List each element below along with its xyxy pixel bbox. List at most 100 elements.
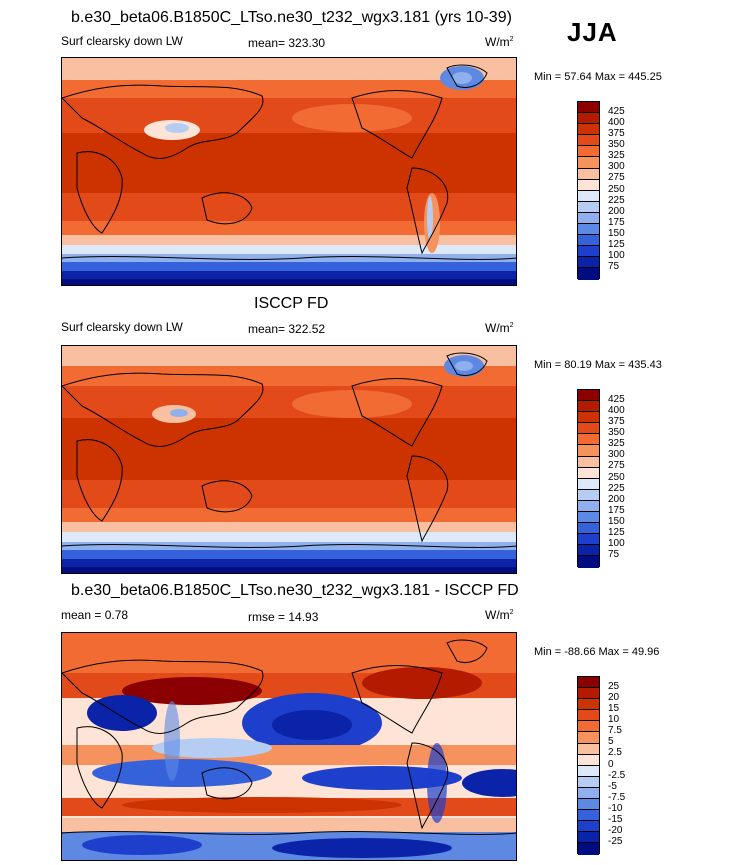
panel3-colorbar [577,676,600,855]
colorbar-box [578,512,599,524]
panel1-map [61,57,517,286]
colorbar-tick: 25 [608,681,620,692]
colorbar-box [578,235,599,247]
colorbar-tick: 100 [608,538,625,549]
colorbar-box [578,677,599,689]
panel1-variable-label: Surf clearsky down LW [61,34,183,48]
colorbar-tick: 15 [608,703,620,714]
colorbar-tick: -10 [608,803,623,814]
colorbar-box [578,113,599,125]
colorbar-box [578,832,599,844]
colorbar-box [578,821,599,833]
colorbar-tick: 400 [608,117,625,128]
colorbar-box [578,699,599,711]
colorbar-box [578,146,599,158]
colorbar-box [578,102,599,114]
panel3-minmax: Min = -88.66 Max = 49.96 [534,646,660,658]
colorbar-tick: -5 [608,781,617,792]
panel1-mean-label: mean= 323.30 [248,36,326,50]
colorbar-tick: -15 [608,814,623,825]
colorbar-tick: 10 [608,714,620,725]
colorbar-box [578,534,599,546]
colorbar-box [578,810,599,822]
panel2-mean-label: mean= 322.52 [248,322,326,336]
colorbar-box [578,765,599,777]
colorbar-tick: 75 [608,261,620,272]
panel3-title: b.e30_beta06.B1850C_LTso.ne30_t232_wgx3.… [71,582,519,599]
colorbar-tick: 125 [608,239,625,250]
colorbar-box [578,743,599,755]
panel1-minmax: Min = 57.64 Max = 445.25 [534,71,662,83]
colorbar-tick: 425 [608,394,625,405]
colorbar-box [578,500,599,513]
panel2-units: W/m2 [485,321,514,335]
colorbar-box [578,489,599,501]
colorbar-box [578,179,599,191]
colorbar-tick: 275 [608,172,625,183]
colorbar-box [578,201,599,213]
colorbar-tick: 400 [608,405,625,416]
colorbar-tick: -2.5 [608,770,626,781]
colorbar-tick: 125 [608,527,625,538]
colorbar-box [578,545,599,557]
colorbar-box [578,246,599,258]
colorbar-box [578,843,599,855]
colorbar-box [578,710,599,722]
panel3-mean-label: mean = 0.78 [61,608,129,622]
colorbar-tick: 375 [608,416,625,427]
colorbar-tick: 150 [608,516,625,527]
colorbar-box [578,412,599,424]
panel1-title: b.e30_beta06.B1850C_LTso.ne30_t232_wgx3.… [71,9,512,26]
colorbar-tick: 225 [608,483,625,494]
panel2-minmax: Min = 80.19 Max = 435.43 [534,359,662,371]
colorbar-box [578,776,599,788]
colorbar-box [578,157,599,169]
colorbar-tick: 7.5 [608,725,622,736]
colorbar-tick: 250 [608,184,625,195]
colorbar-tick: 175 [608,505,625,516]
colorbar-tick: 275 [608,460,625,471]
colorbar-box [578,434,599,446]
panel3-map [61,632,517,861]
colorbar-box [578,732,599,744]
season-label: JJA [567,17,618,47]
panel3-units: W/m2 [485,608,514,622]
panel1-units: W/m2 [485,35,514,49]
colorbar-box [578,478,599,490]
colorbar-box [578,787,599,800]
colorbar-box [578,423,599,435]
panel1-colorbar [577,101,600,280]
panel2-title: ISCCP FD [254,295,329,312]
panel3-rmse-label: rmse = 14.93 [248,610,319,624]
colorbar-box [578,168,599,180]
colorbar-box [578,268,599,280]
colorbar-tick: 200 [608,494,625,505]
colorbar-box [578,390,599,402]
colorbar-tick: 350 [608,427,625,438]
colorbar-box [578,721,599,733]
colorbar-tick: 350 [608,139,625,150]
colorbar-tick: 5 [608,736,614,747]
colorbar-tick: 225 [608,195,625,206]
colorbar-box [578,135,599,147]
colorbar-tick: 150 [608,228,625,239]
colorbar-box [578,754,599,766]
colorbar-tick: -7.5 [608,792,626,803]
colorbar-tick: 200 [608,206,625,217]
colorbar-tick: 75 [608,549,620,560]
colorbar-box [578,212,599,225]
colorbar-box [578,556,599,568]
colorbar-box [578,688,599,700]
colorbar-box [578,456,599,468]
colorbar-tick: 325 [608,150,625,161]
panel2-colorbar [577,389,600,568]
colorbar-box [578,799,599,811]
panel2-map [61,345,517,574]
colorbar-tick: 100 [608,250,625,261]
colorbar-box [578,124,599,136]
colorbar-tick: 325 [608,438,625,449]
colorbar-box [578,257,599,269]
colorbar-tick: 250 [608,472,625,483]
colorbar-tick: 175 [608,217,625,228]
colorbar-box [578,401,599,413]
